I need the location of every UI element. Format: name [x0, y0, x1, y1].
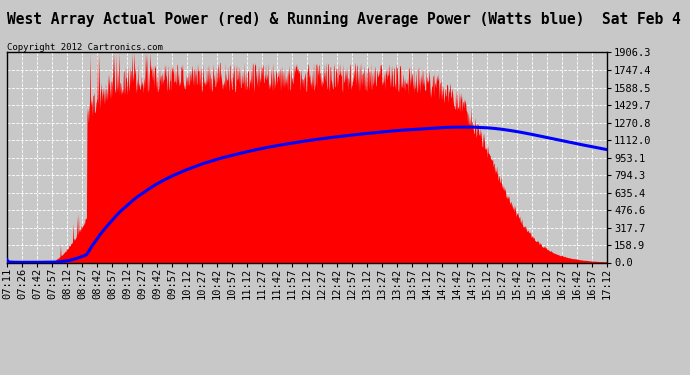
Text: West Array Actual Power (red) & Running Average Power (Watts blue)  Sat Feb 4 17: West Array Actual Power (red) & Running …: [7, 11, 690, 27]
Text: Copyright 2012 Cartronics.com: Copyright 2012 Cartronics.com: [7, 43, 163, 52]
